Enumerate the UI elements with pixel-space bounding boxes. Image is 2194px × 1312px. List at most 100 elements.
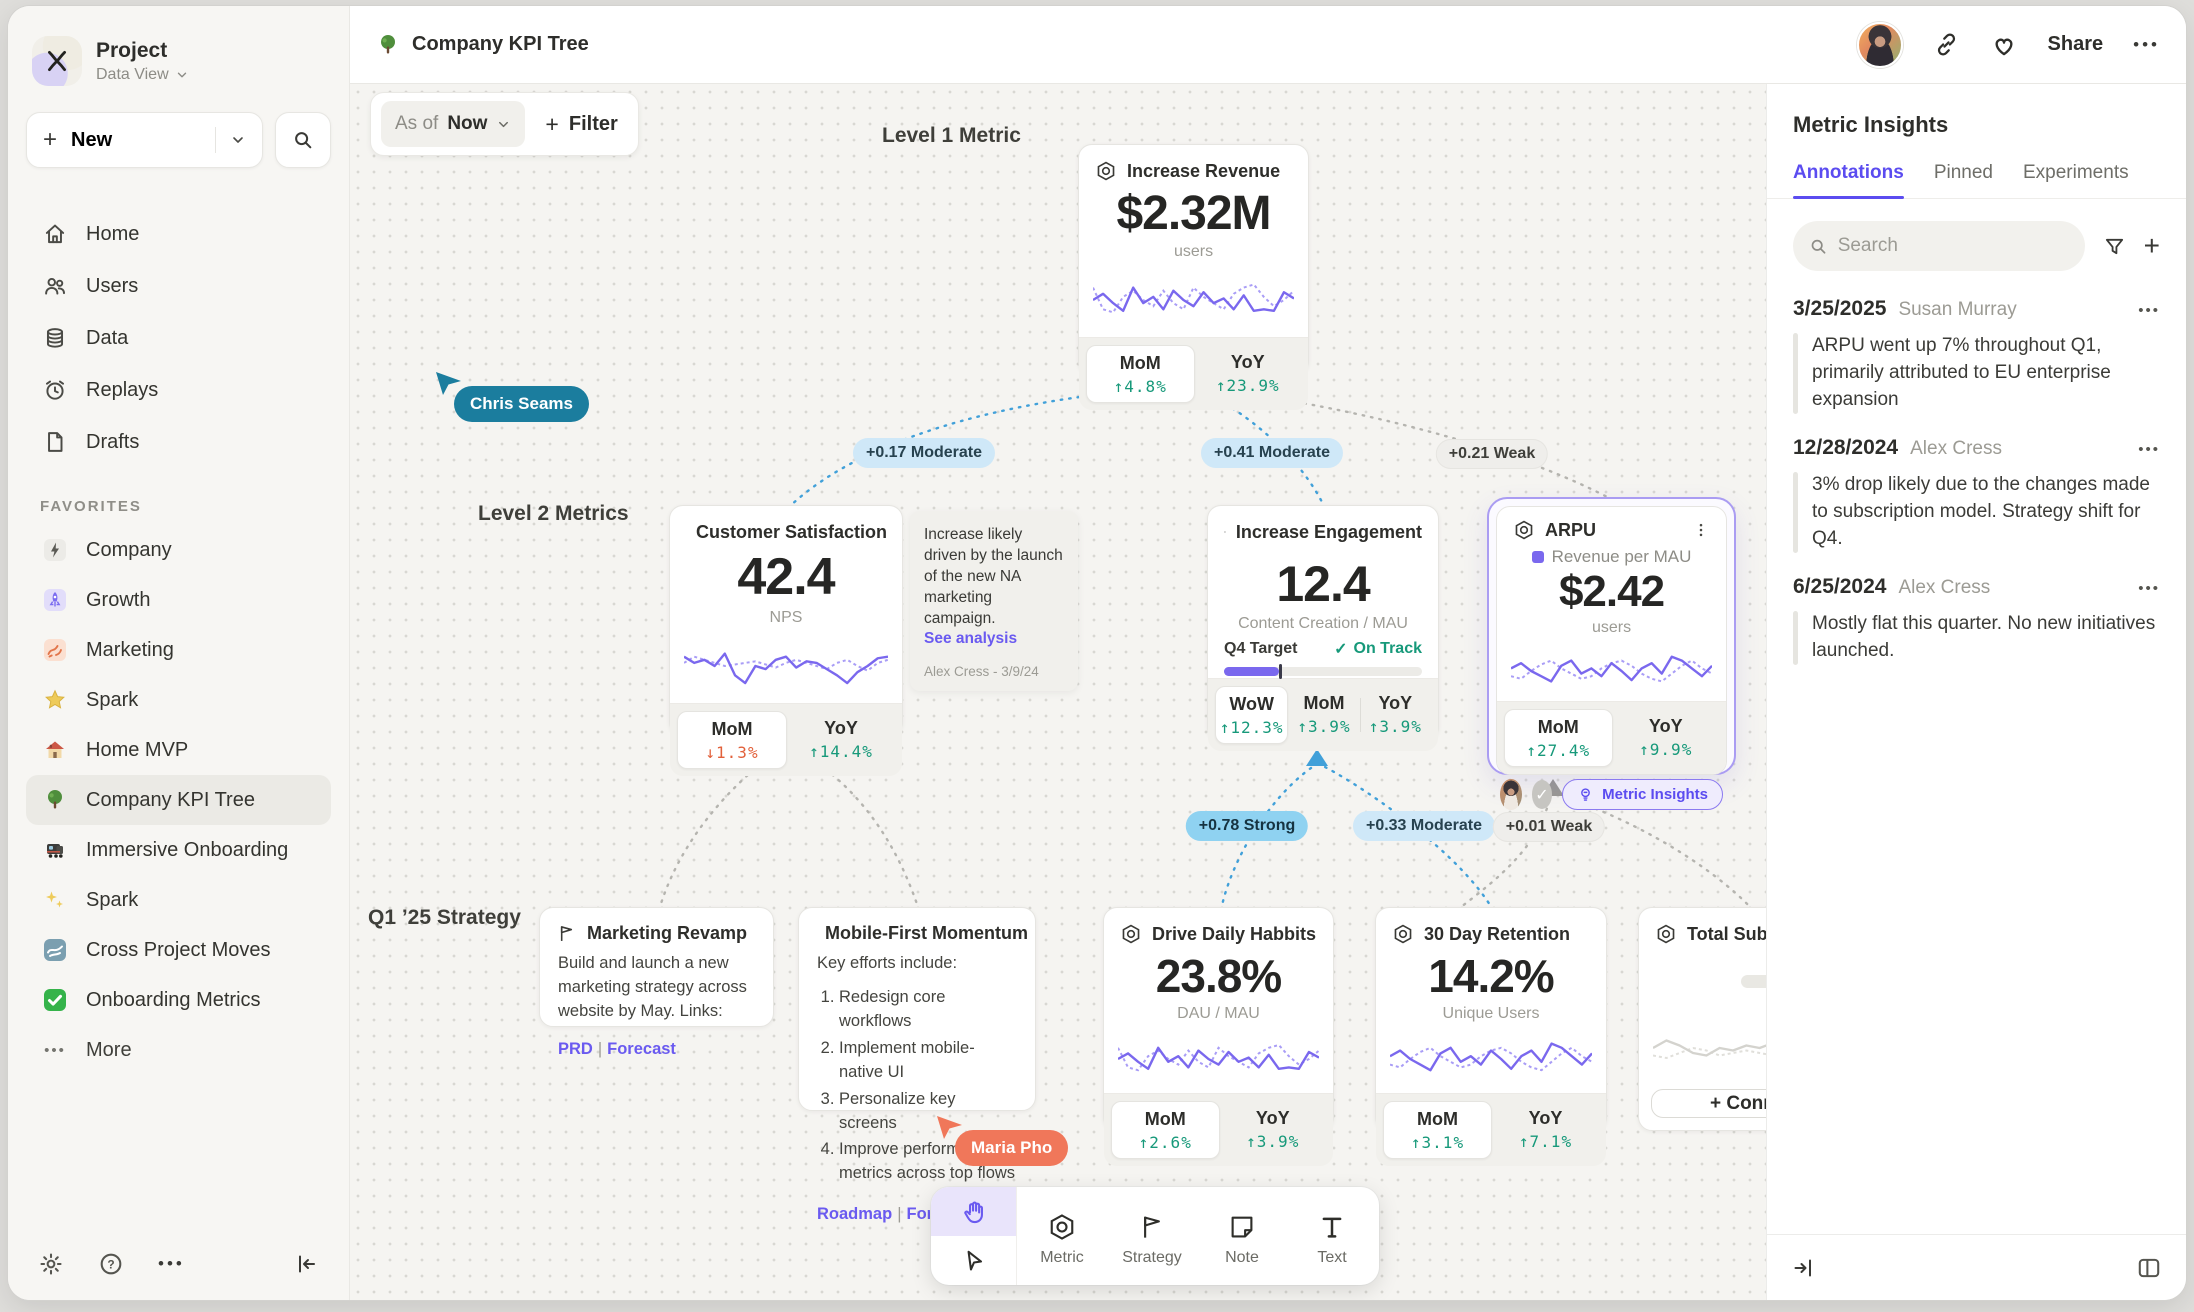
favorite-onboarding-metrics[interactable]: Onboarding Metrics — [26, 975, 331, 1025]
as-of-selector[interactable]: As of Now — [381, 101, 526, 147]
edge-label-correlation[interactable]: +0.17 Moderate — [852, 438, 996, 468]
add-filter-button[interactable]: + Filter — [545, 111, 617, 138]
metric-cell-wow[interactable]: WoW ↑12.3% — [1215, 686, 1289, 744]
annotation-item[interactable]: 3/25/2025 Susan Murray ••• ARPU went up … — [1767, 275, 2186, 414]
metric-cell-yoy[interactable]: YoY ↑3.9% — [1246, 1108, 1300, 1151]
canvas-note[interactable]: Increase likely driven by the launch of … — [910, 511, 1078, 691]
annotation-item[interactable]: 6/25/2024 Alex Cress ••• Mostly flat thi… — [1767, 553, 2186, 665]
favorite-heart-button[interactable] — [1990, 31, 2018, 59]
metric-cell-mom[interactable]: MoM ↑3.9% — [1297, 693, 1351, 736]
pan-tool-button[interactable] — [931, 1187, 1016, 1236]
metric-cell-mom[interactable]: MoM ↓1.3% — [677, 711, 787, 769]
sidebar-item-label: Home — [86, 222, 140, 245]
select-tool-button[interactable] — [931, 1236, 1016, 1285]
metric-card-drive-daily-habbits[interactable]: Drive Daily Habbits 23.8% DAU / MAU MoM ↑… — [1103, 907, 1334, 1166]
search-input[interactable] — [1837, 235, 2069, 257]
strategy-tool-button[interactable]: Strategy — [1107, 1187, 1197, 1285]
tab-experiments[interactable]: Experiments — [2023, 162, 2129, 183]
metric-card-customer-satisfaction[interactable]: Customer Satisfaction 42.4 NPS MoM ↓1.3% … — [669, 505, 903, 776]
collaborator-avatar[interactable] — [1500, 779, 1522, 810]
sidebar-item-replays[interactable]: Replays — [26, 364, 331, 416]
tab-pinned[interactable]: Pinned — [1933, 162, 1993, 183]
sidebar-item-users[interactable]: Users — [26, 260, 331, 312]
favorite-growth[interactable]: Growth — [26, 575, 331, 625]
annotation-menu-button[interactable]: ••• — [2138, 579, 2160, 597]
tab-annotations[interactable]: Annotations — [1793, 162, 1904, 199]
annotation-menu-button[interactable]: ••• — [2138, 440, 2160, 458]
share-button[interactable]: Share — [2047, 33, 2104, 55]
help-button[interactable]: ? — [98, 1251, 124, 1277]
more-menu-button[interactable]: ••• — [2133, 34, 2160, 54]
new-button[interactable]: + New — [26, 112, 263, 168]
metric-cell-mom[interactable]: MoM ↑4.8% — [1086, 345, 1195, 403]
annotation-menu-button[interactable]: ••• — [2138, 302, 2160, 319]
favorite-spark-2[interactable]: Spark — [26, 875, 331, 925]
favorite-label: Company — [86, 538, 172, 561]
metric-cell-mom[interactable]: MoM ↑2.6% — [1111, 1101, 1220, 1159]
metric-card-total-subscriptions[interactable]: Total Subscript + Connec — [1638, 907, 1766, 1131]
see-analysis-link[interactable]: See analysis — [924, 629, 1018, 647]
favorites-more[interactable]: ••• More — [26, 1025, 331, 1075]
chevron-down-icon[interactable] — [230, 132, 246, 148]
metric-insights-button[interactable]: Metric Insights — [1562, 779, 1723, 810]
skeleton-placeholder — [1639, 949, 1766, 988]
favorite-immersive-onboarding[interactable]: Immersive Onboarding — [26, 825, 331, 875]
metric-tool-button[interactable]: Metric — [1017, 1187, 1107, 1285]
prd-link[interactable]: PRD — [558, 1039, 593, 1058]
annotation-date: 3/25/2025 — [1793, 297, 1887, 320]
copy-link-button[interactable] — [1933, 31, 1960, 58]
roadmap-link[interactable]: Roadmap — [817, 1205, 893, 1224]
metric-card-arpu-selected[interactable]: ARPU Revenue per MAU $2.42 users MoM ↑27.… — [1487, 497, 1736, 810]
note-tool-button[interactable]: Note — [1197, 1187, 1287, 1285]
metric-cell-yoy[interactable]: YoY ↑7.1% — [1518, 1108, 1573, 1151]
rocket-icon — [40, 588, 70, 612]
text-tool-button[interactable]: Text — [1287, 1187, 1377, 1285]
settings-button[interactable] — [38, 1251, 64, 1277]
kebab-menu-icon[interactable] — [1692, 521, 1710, 539]
sidebar-item-drafts[interactable]: Drafts — [26, 416, 331, 468]
filter-annotations-button[interactable] — [2103, 235, 2126, 258]
metric-card-30-day-retention[interactable]: 30 Day Retention 14.2% Unique Users MoM ↑… — [1375, 907, 1607, 1166]
search-box[interactable] — [1793, 221, 2085, 271]
metric-cell-yoy[interactable]: YoY ↑9.9% — [1639, 716, 1693, 759]
favorite-company-kpi-tree[interactable]: Company KPI Tree — [26, 775, 331, 825]
metric-card-increase-engagement[interactable]: Increase Engagement 12.4 Content Creatio… — [1207, 505, 1439, 751]
edge-label-correlation[interactable]: +0.33 Moderate — [1352, 811, 1496, 841]
metric-cell-yoy[interactable]: YoY ↑23.9% — [1215, 352, 1280, 395]
favorite-label: Spark — [86, 688, 139, 711]
edge-label-correlation[interactable]: +0.21 Weak — [1435, 439, 1549, 469]
edge-label-correlation[interactable]: +0.78 Strong — [1185, 811, 1309, 841]
project-switcher[interactable]: Project Data View — [26, 28, 331, 112]
favorite-cross-project-moves[interactable]: Cross Project Moves — [26, 925, 331, 975]
metric-cell-yoy[interactable]: YoY ↑3.9% — [1359, 686, 1431, 744]
metric-cell-mom[interactable]: MoM ↑3.1% — [1383, 1101, 1492, 1159]
collapse-panel-button[interactable] — [1791, 1256, 1815, 1280]
quote-bar — [1793, 610, 1798, 665]
favorite-spark[interactable]: Spark — [26, 675, 331, 725]
search-button[interactable] — [275, 112, 331, 168]
favorite-company[interactable]: Company — [26, 525, 331, 575]
metric-card-increase-revenue[interactable]: Increase Revenue $2.32M users MoM ↑4.8% Y… — [1078, 144, 1309, 410]
sidebar-item-data[interactable]: Data — [26, 312, 331, 364]
forecast-link[interactable]: Forecast — [607, 1039, 676, 1058]
edge-label-correlation[interactable]: +0.01 Weak — [1492, 812, 1606, 842]
annotation-item[interactable]: 12/28/2024 Alex Cress ••• 3% drop likely… — [1767, 414, 2186, 553]
metric-cell-mom[interactable]: MoM ↑27.4% — [1504, 709, 1613, 767]
annotation-author: Susan Murray — [1898, 299, 2017, 320]
add-annotation-button[interactable]: + — [2144, 230, 2160, 262]
project-view-switcher[interactable]: Data View — [96, 66, 189, 84]
sidebar-item-home[interactable]: Home — [26, 208, 331, 260]
favorite-label: Cross Project Moves — [86, 938, 271, 961]
user-avatar[interactable] — [1856, 21, 1903, 68]
edge-label-correlation[interactable]: +0.41 Moderate — [1200, 438, 1344, 468]
favorite-home-mvp[interactable]: Home MVP — [26, 725, 331, 775]
collapse-sidebar-button[interactable] — [295, 1252, 319, 1276]
favorite-marketing[interactable]: Marketing — [26, 625, 331, 675]
kpi-tree-canvas[interactable]: As of Now + Filter Level 1 Metric Level … — [350, 84, 1766, 1300]
toggle-panel-layout-button[interactable] — [2136, 1255, 2162, 1281]
metric-cell-yoy[interactable]: YoY ↑14.4% — [809, 718, 873, 761]
strategy-card-marketing-revamp[interactable]: Marketing Revamp Build and launch a new … — [539, 907, 774, 1058]
sidebar-more-button[interactable]: ••• — [158, 1254, 185, 1274]
strategy-card-mobile-first-momentum[interactable]: Mobile-First Momentum Key efforts includ… — [798, 907, 1036, 1223]
connect-data-button[interactable]: + Connec — [1651, 1089, 1766, 1118]
